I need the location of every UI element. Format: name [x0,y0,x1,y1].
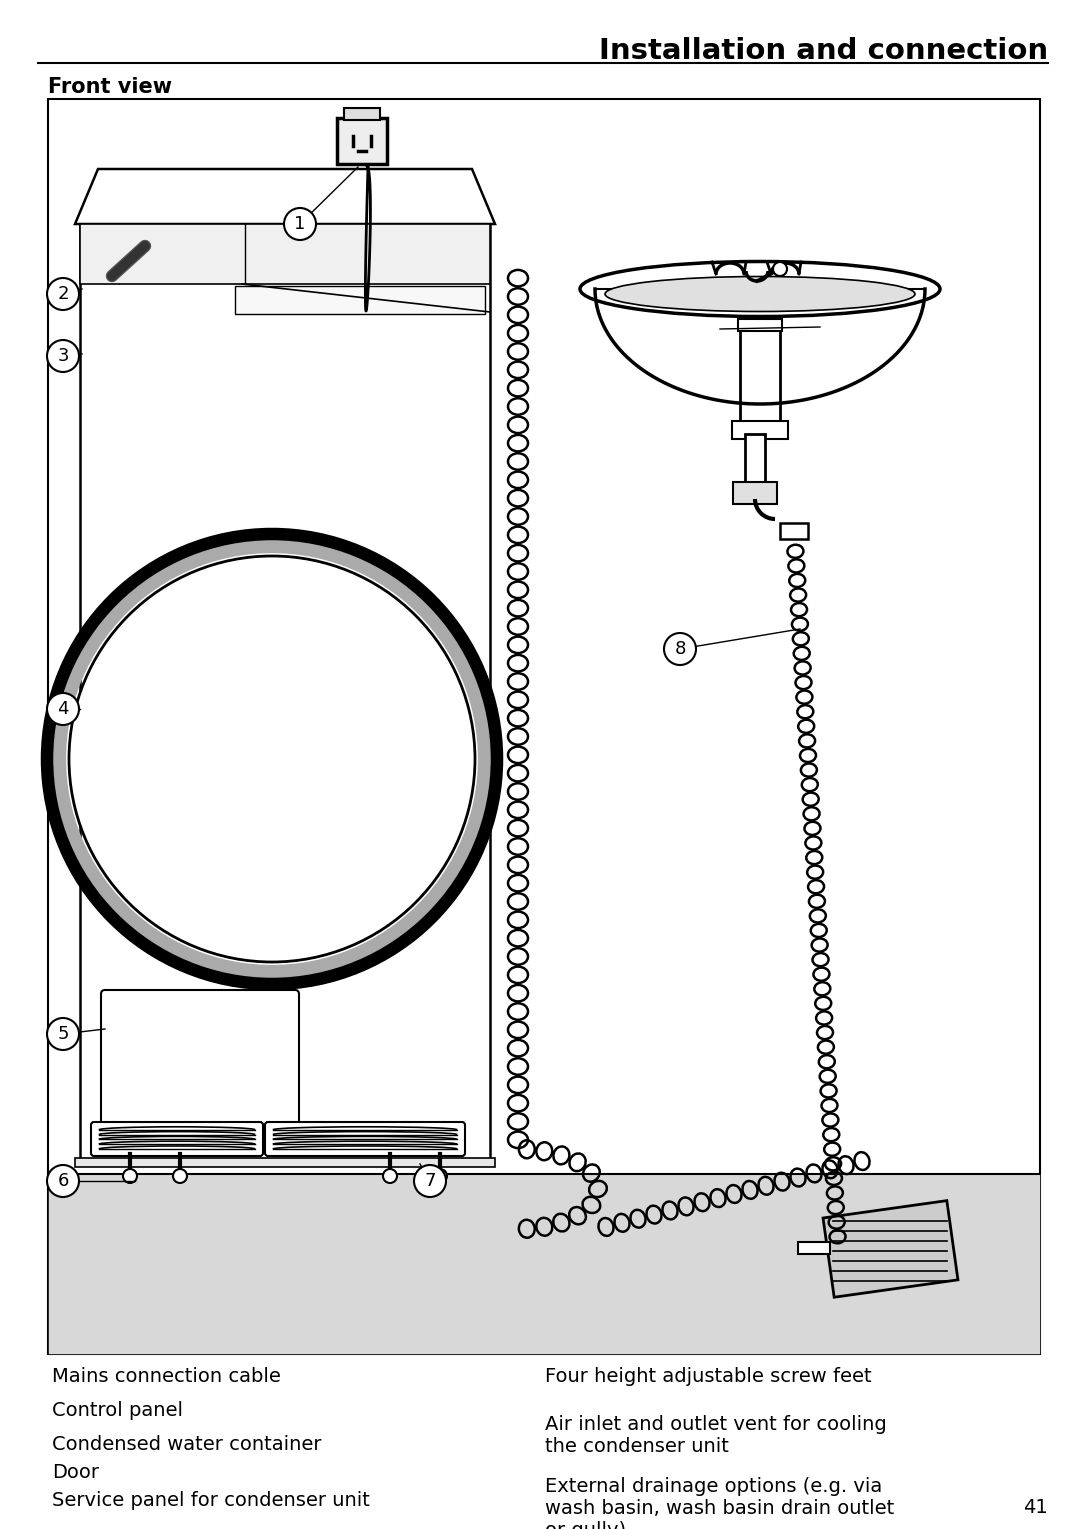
Text: Four height adjustable screw feet: Four height adjustable screw feet [545,1367,872,1385]
Polygon shape [595,289,924,404]
Circle shape [48,339,79,372]
Text: 3: 3 [57,347,69,365]
Text: 8: 8 [674,641,686,657]
Text: External drainage options (e.g. via
wash basin, wash basin drain outlet
or gully: External drainage options (e.g. via wash… [545,1477,894,1529]
Text: 6: 6 [57,1173,69,1190]
Bar [80,225,490,1159]
Text: Condensed water container: Condensed water container [52,1436,322,1454]
Circle shape [383,1170,397,1183]
Circle shape [284,208,316,240]
Circle shape [773,261,787,277]
Bar [738,320,782,330]
Bar [798,1242,831,1254]
Circle shape [173,1170,187,1183]
Circle shape [48,1165,79,1197]
Circle shape [664,633,696,665]
Circle shape [48,278,79,310]
Text: 7: 7 [424,1173,435,1190]
Text: Front view: Front view [48,76,172,96]
Bar [740,329,780,424]
Bar [780,523,808,540]
FancyBboxPatch shape [91,1122,264,1156]
Text: 5: 5 [57,1024,69,1043]
FancyBboxPatch shape [102,989,299,1125]
Text: Installation and connection: Installation and connection [599,37,1048,66]
Text: 41: 41 [1023,1498,1048,1517]
Circle shape [433,1170,447,1183]
Bar [732,420,788,439]
Text: 1: 1 [295,216,306,232]
Bar [235,286,485,313]
Bar [823,1200,958,1297]
Ellipse shape [580,261,940,317]
Circle shape [69,557,475,962]
Text: Mains connection cable: Mains connection cable [52,1367,281,1385]
Text: 4: 4 [57,700,69,719]
Ellipse shape [605,277,915,312]
FancyBboxPatch shape [265,1122,465,1156]
Circle shape [123,1170,137,1183]
Text: Service panel for condenser unit: Service panel for condenser unit [52,1491,369,1511]
Bar [80,225,490,284]
Bar [745,434,765,485]
Bar [48,99,1040,1355]
Circle shape [48,693,79,725]
Text: Air inlet and outlet vent for cooling
the condenser unit: Air inlet and outlet vent for cooling th… [545,1414,887,1456]
Polygon shape [75,170,495,225]
Bar [75,1157,495,1167]
Bar [733,482,777,505]
Circle shape [48,1018,79,1050]
Text: 2: 2 [57,284,69,303]
Text: Door: Door [52,1463,99,1482]
Bar [345,109,380,119]
Bar [337,118,387,164]
Circle shape [414,1165,446,1197]
Text: Control panel: Control panel [52,1401,183,1420]
